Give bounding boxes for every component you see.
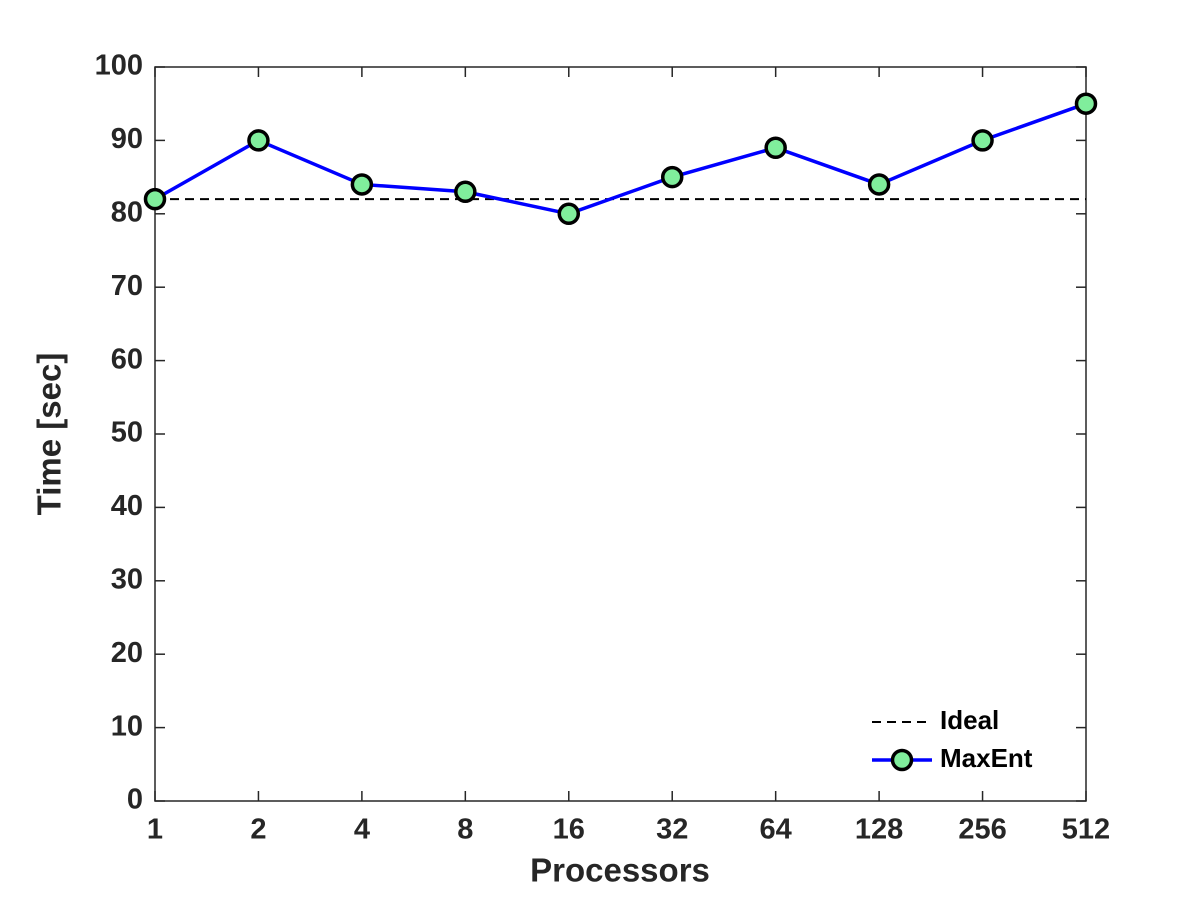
y-tick-label: 40 [111,490,143,522]
marker [247,129,270,152]
marker [454,180,477,204]
marker [350,173,374,196]
marker [660,165,684,189]
y-tick-label: 80 [111,196,143,228]
y-tick-label: 60 [111,343,143,375]
marker [557,202,581,226]
x-tick-label: 2 [250,814,266,846]
y-tick-label: 0 [127,784,143,816]
x-tick-label: 256 [958,814,1006,846]
y-tick-label: 20 [111,637,143,669]
plot-area [154,66,1087,802]
x-tick-label: 8 [457,814,473,846]
y-axis-label: Time [sec] [31,353,68,516]
marker [143,187,167,211]
series-line [154,102,1087,216]
x-tick-label: 128 [855,814,903,846]
marker [764,136,787,159]
x-tick-label: 1 [147,814,163,846]
legend-marker [890,748,914,772]
y-tick-label: 10 [111,710,143,742]
marker [1074,92,1098,115]
y-tick-label: 50 [111,417,143,449]
marker [867,173,891,196]
legend-label: Ideal [940,705,999,735]
x-axis-label: Processors [530,852,710,889]
legend-label: MaxEnt [940,743,1033,773]
y-tick-label: 100 [95,50,143,82]
x-tick-label: 16 [553,814,585,846]
x-tick-label: 64 [760,814,792,846]
x-tick-label: 512 [1062,814,1110,846]
y-tick-label: 90 [111,123,143,155]
marker [971,129,994,152]
y-tick-label: 30 [111,563,143,595]
y-tick-label: 70 [111,270,143,302]
x-tick-label: 32 [656,814,688,846]
x-tick-label: 4 [354,814,370,846]
